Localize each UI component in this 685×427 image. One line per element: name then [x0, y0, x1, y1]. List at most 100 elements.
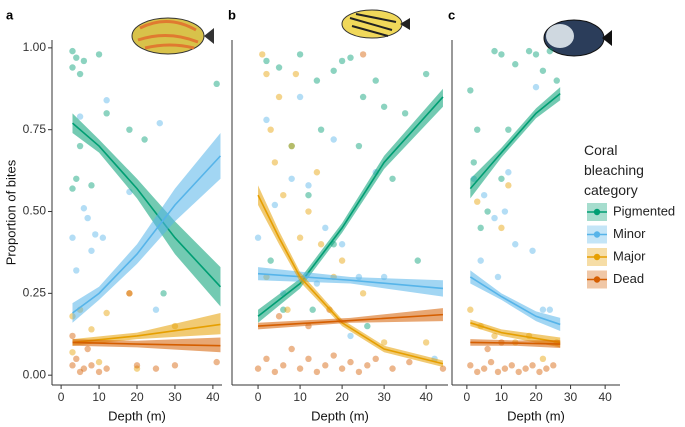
- data-point: [69, 332, 76, 340]
- legend-label: Major: [613, 248, 646, 263]
- confidence-band: [72, 113, 221, 307]
- data-point: [76, 368, 84, 376]
- data-point: [73, 267, 80, 274]
- data-point: [470, 159, 477, 166]
- fit-line: [469, 93, 561, 190]
- data-point: [380, 103, 388, 110]
- data-point: [259, 51, 266, 58]
- data-point: [512, 241, 519, 248]
- data-point: [73, 175, 80, 182]
- data-point: [267, 126, 274, 133]
- data-point: [484, 208, 491, 215]
- data-point: [550, 362, 557, 369]
- data-point: [160, 290, 167, 297]
- data-point: [305, 182, 312, 189]
- data-point: [271, 368, 279, 376]
- data-point: [422, 70, 430, 78]
- data-point: [467, 87, 474, 94]
- data-point: [288, 142, 295, 150]
- data-point: [80, 205, 88, 212]
- fit-line: [470, 322, 561, 344]
- data-point: [389, 365, 396, 372]
- data-point: [414, 257, 421, 264]
- data-point: [477, 257, 484, 264]
- data-point: [267, 257, 274, 264]
- y-tick-label: 1.00: [23, 40, 47, 54]
- confidence-band: [258, 185, 443, 367]
- x-tick-label: 10: [293, 390, 307, 404]
- data-point: [84, 345, 91, 353]
- data-point: [372, 355, 379, 363]
- confidence-band: [258, 267, 443, 297]
- data-point: [467, 362, 474, 369]
- data-point: [296, 51, 304, 58]
- data-point: [380, 339, 388, 346]
- data-point: [322, 224, 329, 232]
- data-point: [103, 365, 110, 372]
- fit-line: [72, 341, 221, 347]
- data-point: [372, 77, 379, 84]
- data-point: [305, 208, 312, 215]
- data-point: [347, 332, 354, 340]
- legend-title: Coral bleaching category: [584, 142, 644, 198]
- data-point: [364, 322, 371, 330]
- data-point: [263, 70, 270, 78]
- data-point: [491, 214, 498, 222]
- fish-illustration: [131, 9, 612, 57]
- data-point: [522, 365, 529, 372]
- data-point: [359, 93, 367, 101]
- data-point: [515, 368, 522, 376]
- data-point: [347, 358, 354, 366]
- data-point: [213, 80, 220, 88]
- x-tick-label: 20: [130, 390, 144, 404]
- panel-label: a: [6, 7, 14, 22]
- data-point: [546, 306, 554, 313]
- data-point: [271, 201, 279, 209]
- data-point: [88, 362, 95, 369]
- y-axis-label: Proportion of bites: [3, 159, 18, 265]
- data-point: [498, 175, 505, 182]
- x-tick-label: 20: [529, 390, 543, 404]
- data-point: [296, 234, 304, 241]
- x-tick-label: 0: [255, 390, 262, 404]
- data-point: [313, 169, 321, 176]
- data-point: [532, 51, 540, 58]
- y-tick-label: 0.00: [23, 367, 47, 381]
- data-point: [529, 247, 536, 254]
- data-point: [467, 306, 474, 313]
- data-point: [364, 362, 371, 369]
- data-point: [505, 169, 512, 176]
- data-point: [69, 362, 76, 369]
- data-point: [480, 365, 488, 372]
- data-point: [484, 345, 491, 353]
- data-point: [317, 241, 325, 248]
- data-point: [338, 365, 346, 372]
- x-tick-label: 30: [168, 390, 182, 404]
- data-point: [263, 57, 270, 65]
- data-point: [76, 113, 84, 120]
- data-point: [494, 368, 502, 376]
- confidence-band: [72, 312, 221, 346]
- data-point: [88, 247, 95, 254]
- data-point: [263, 355, 270, 363]
- data-point: [313, 77, 321, 84]
- x-axis-label: Depth (m): [311, 408, 369, 423]
- data-point: [338, 257, 346, 264]
- data-point: [359, 51, 367, 58]
- data-point: [296, 93, 304, 101]
- data-point: [288, 175, 295, 182]
- data-point: [501, 365, 509, 372]
- data-point: [474, 198, 481, 205]
- data-point: [491, 332, 498, 340]
- data-point: [525, 47, 533, 55]
- data-point: [505, 126, 512, 133]
- fit-line: [257, 194, 444, 365]
- x-axis-label: Depth (m): [507, 408, 565, 423]
- data-point: [296, 365, 304, 372]
- data-point: [494, 273, 502, 281]
- y-tick-label: 0.50: [23, 204, 47, 218]
- panel-label: b: [228, 7, 236, 22]
- data-point: [152, 306, 160, 313]
- fit-line: [72, 155, 222, 314]
